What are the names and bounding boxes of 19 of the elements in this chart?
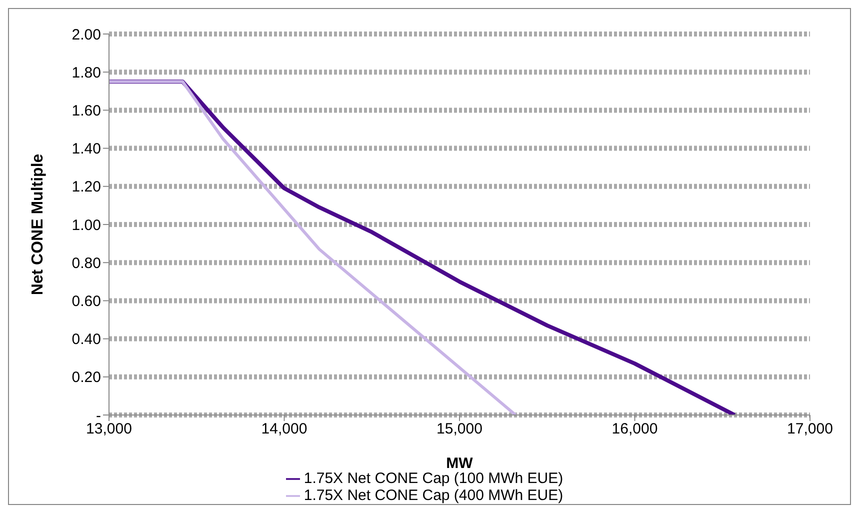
legend-label: 1.75X Net CONE Cap (400 MWh EUE): [304, 487, 564, 504]
y-tick-label: 1.00: [72, 216, 101, 234]
x-tick-label: 14,000: [261, 420, 308, 438]
y-tick-label: 1.60: [72, 102, 101, 120]
y-axis-title: Net CONE Multiple: [30, 154, 47, 296]
y-tick-label: 0.60: [72, 293, 101, 310]
y-tick-label: 0.80: [72, 254, 101, 272]
y-tick-label: 2.00: [72, 26, 101, 44]
x-axis-title: MW: [446, 455, 474, 472]
legend-label: 1.75X Net CONE Cap (100 MWh EUE): [304, 470, 564, 487]
y-tick-label: 0.40: [72, 331, 101, 348]
y-tick-label: 1.20: [72, 178, 101, 196]
line-series: [109, 80, 518, 415]
y-tick-label: 0.20: [72, 369, 101, 386]
y-tick-label: 1.80: [72, 64, 101, 82]
x-tick-label: 17,000: [787, 420, 833, 438]
x-tick-label: 16,000: [612, 420, 658, 438]
x-tick-label: 15,000: [436, 420, 482, 438]
y-tick-label: 1.40: [72, 140, 101, 158]
